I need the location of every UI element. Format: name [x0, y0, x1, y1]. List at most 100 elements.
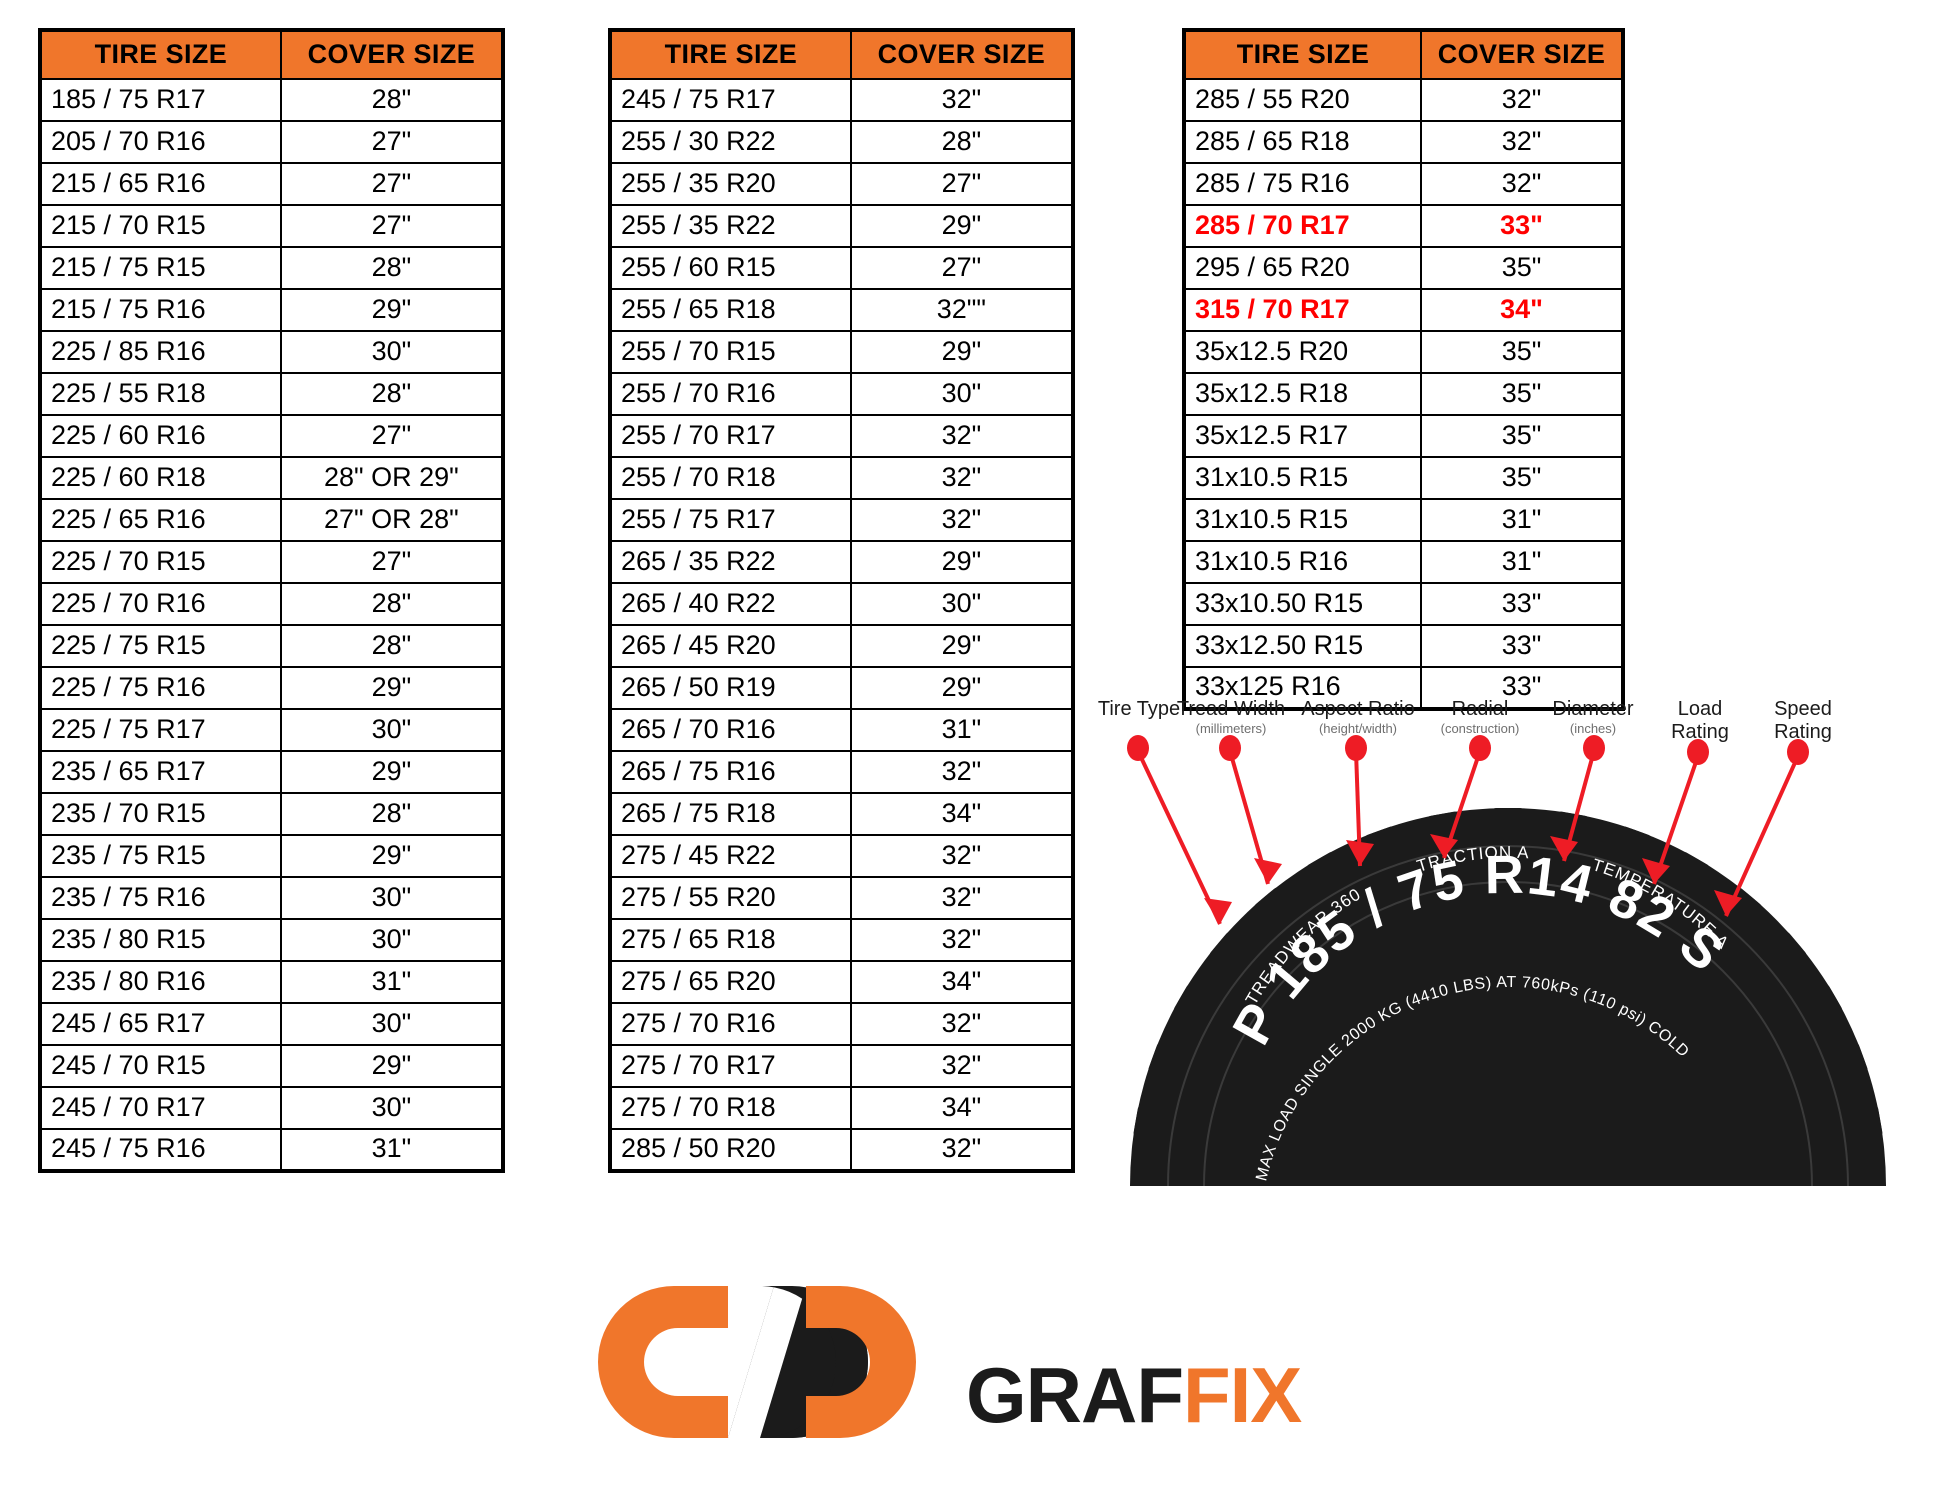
logo-left-arc	[598, 1286, 728, 1438]
cell-cover-size: 34"	[1420, 288, 1624, 332]
diagram-label-load-rating: Load Rating	[1654, 698, 1746, 744]
table-row: 255 / 70 R15 29"	[609, 330, 1075, 374]
cell-tire-size: 31x10.5 R15	[1182, 456, 1423, 500]
cell-cover-size: 32"	[1420, 120, 1624, 164]
table-row: 245 / 75 R16 31"	[39, 1128, 505, 1172]
table-row: 245 / 70 R15 29"	[39, 1044, 505, 1088]
table-row: 285 / 75 R16 32"	[1182, 162, 1624, 206]
table-row: 215 / 70 R15 27"	[39, 204, 505, 248]
cell-tire-size: 225 / 75 R17	[39, 708, 282, 752]
table-row: 255 / 35 R22 29"	[609, 204, 1075, 248]
tire-size-table-3: TIRE SIZE COVER SIZE 285 / 55 R20 32" 285 …	[1182, 28, 1625, 711]
cell-tire-size: 205 / 70 R16	[39, 120, 282, 164]
cell-cover-size: 32"	[849, 918, 1075, 962]
cell-tire-size: 235 / 80 R15	[39, 918, 282, 962]
ddgraffix-logo: GRAFFIX	[578, 1272, 1338, 1462]
cell-tire-size: 33x10.50 R15	[1182, 582, 1423, 626]
table-row: 255 / 70 R16 30"	[609, 372, 1075, 416]
table-header-row: TIRE SIZE COVER SIZE	[39, 29, 505, 80]
diagram-label-main: Aspect Ratio	[1301, 698, 1415, 720]
table-row: 245 / 65 R17 30"	[39, 1002, 505, 1046]
table-row: 225 / 85 R16 30"	[39, 330, 505, 374]
cell-cover-size: 28"	[279, 372, 505, 416]
table-row: 275 / 55 R20 32"	[609, 876, 1075, 920]
table-row: 285 / 55 R20 32"	[1182, 78, 1624, 122]
cell-cover-size: 35"	[1420, 330, 1624, 374]
table-row: 275 / 45 R22 32"	[609, 834, 1075, 878]
logo-mark	[598, 1286, 916, 1438]
diagram-label-sub: (construction)	[1440, 721, 1520, 736]
cell-tire-size: 275 / 70 R18	[609, 1086, 852, 1130]
cell-cover-size: 29"	[849, 330, 1075, 374]
table-row: 225 / 60 R18 28" OR 29"	[39, 456, 505, 500]
cell-cover-size: 30"	[279, 708, 505, 752]
diagram-label-tread-width: Tread Width (millimeters)	[1158, 698, 1304, 737]
cell-tire-size: 35x12.5 R18	[1182, 372, 1423, 416]
cell-tire-size: 225 / 60 R18	[39, 456, 282, 500]
cell-tire-size: 255 / 60 R15	[609, 246, 852, 290]
cell-cover-size: 27"	[849, 246, 1075, 290]
cell-cover-size: 32"	[849, 414, 1075, 458]
cell-tire-size: 315 / 70 R17	[1182, 288, 1423, 332]
tire-size-table-2: TIRE SIZE COVER SIZE 245 / 75 R17 32" 255 …	[608, 28, 1075, 1173]
table-row: 255 / 65 R18 32""	[609, 288, 1075, 332]
cell-cover-size: 29"	[279, 750, 505, 794]
table-row: 255 / 60 R15 27"	[609, 246, 1075, 290]
column-header-cover-size: COVER SIZE	[849, 29, 1075, 80]
cell-tire-size: 225 / 65 R16	[39, 498, 282, 542]
cell-tire-size: 255 / 70 R16	[609, 372, 852, 416]
table-row: 295 / 65 R20 35"	[1182, 246, 1624, 290]
table-row: 275 / 70 R16 32"	[609, 1002, 1075, 1046]
cell-tire-size: 285 / 75 R16	[1182, 162, 1423, 206]
tire-illustration: TREADWEAR 360 TRACTION A TEMPERATURE A P…	[1127, 735, 1886, 1186]
cell-cover-size: 34"	[849, 792, 1075, 836]
cell-tire-size: 275 / 65 R18	[609, 918, 852, 962]
table-row: 235 / 65 R17 29"	[39, 750, 505, 794]
cell-tire-size: 265 / 70 R16	[609, 708, 852, 752]
diagram-label-aspect-ratio: Aspect Ratio (height/width)	[1284, 698, 1432, 737]
cell-tire-size: 225 / 70 R16	[39, 582, 282, 626]
cell-cover-size: 31"	[849, 708, 1075, 752]
diagram-label-main: Diameter	[1552, 698, 1634, 720]
diagram-label-main: Speed Rating	[1774, 698, 1832, 743]
table-row: 31x10.5 R15 35"	[1182, 456, 1624, 500]
cell-cover-size: 30"	[279, 1002, 505, 1046]
diagram-label-sub: (inches)	[1569, 721, 1617, 736]
cell-tire-size: 215 / 75 R16	[39, 288, 282, 332]
diagram-label-tire-type: Tire Type	[1080, 698, 1198, 722]
cell-cover-size: 28" OR 29"	[279, 456, 505, 500]
cell-tire-size: 215 / 75 R15	[39, 246, 282, 290]
column-header-cover-size: COVER SIZE	[279, 29, 505, 80]
cell-tire-size: 33x125 R16	[1182, 666, 1423, 710]
table-row: 265 / 35 R22 29"	[609, 540, 1075, 584]
cell-cover-size: 35"	[1420, 456, 1624, 500]
cell-cover-size: 28"	[279, 624, 505, 668]
diagram-label-diameter: Diameter (inches)	[1528, 698, 1658, 737]
table-row: 255 / 30 R22 28"	[609, 120, 1075, 164]
logo-word-graf: GRAF	[966, 1351, 1184, 1439]
cell-tire-size: 255 / 35 R22	[609, 204, 852, 248]
table-row: 285 / 65 R18 32"	[1182, 120, 1624, 164]
cell-cover-size: 32"	[849, 498, 1075, 542]
cell-cover-size: 29"	[849, 624, 1075, 668]
pointer-arrowheads	[1204, 834, 1742, 924]
cell-cover-size: 29"	[279, 834, 505, 878]
cell-cover-size: 30"	[279, 876, 505, 920]
cell-cover-size: 29"	[279, 1044, 505, 1088]
tire-sidewall-diagram: TREADWEAR 360 TRACTION A TEMPERATURE A P…	[1098, 698, 1908, 1186]
table-row: 255 / 70 R17 32"	[609, 414, 1075, 458]
table-row: 235 / 80 R16 31"	[39, 960, 505, 1004]
cell-cover-size: 32"	[849, 1002, 1075, 1046]
table-row: 265 / 50 R19 29"	[609, 666, 1075, 710]
cell-tire-size: 265 / 50 R19	[609, 666, 852, 710]
cell-tire-size: 255 / 75 R17	[609, 498, 852, 542]
cell-tire-size: 33x12.50 R15	[1182, 624, 1423, 668]
cell-cover-size: 31"	[279, 1128, 505, 1172]
table-row: 225 / 60 R16 27"	[39, 414, 505, 458]
table-row: 285 / 50 R20 32"	[609, 1128, 1075, 1172]
cell-tire-size: 285 / 55 R20	[1182, 78, 1423, 122]
table-row: 255 / 35 R20 27"	[609, 162, 1075, 206]
cell-cover-size: 35"	[1420, 372, 1624, 416]
cell-cover-size: 30"	[279, 1086, 505, 1130]
table-row: 275 / 70 R18 34"	[609, 1086, 1075, 1130]
